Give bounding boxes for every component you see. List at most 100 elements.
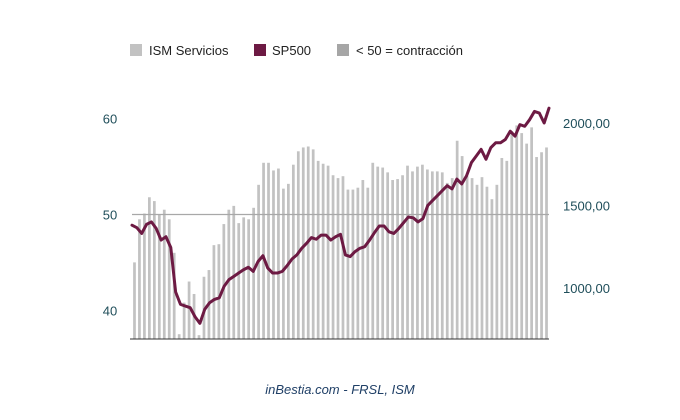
ism-bar [376, 166, 380, 339]
ism-bar [143, 213, 146, 339]
ism-bar [545, 147, 548, 339]
ism-bar [346, 189, 350, 339]
ism-bar [177, 334, 181, 339]
ism-bar [217, 244, 221, 339]
ism-bar [232, 205, 236, 339]
ism-bar [197, 335, 201, 339]
ism-bar [530, 127, 533, 339]
ism-bar [341, 176, 345, 339]
ism-bar [406, 165, 409, 339]
ism-bar [152, 201, 156, 339]
ism-bar [401, 175, 404, 339]
ism-bar [182, 302, 186, 339]
ism-bar [237, 223, 241, 339]
ism-bar [222, 224, 226, 339]
ism-bar [495, 184, 499, 339]
legend: ISM Servicios SP500 < 50 = contracción [130, 43, 463, 58]
ism-bar [455, 140, 459, 339]
ism-bar [525, 143, 529, 339]
ism-bar [321, 163, 325, 339]
ism-bar [416, 166, 419, 339]
ism-bar [535, 157, 538, 339]
source-caption: inBestia.com - FRSL, ISM [265, 382, 415, 397]
ism-bar [450, 178, 454, 339]
ism-bar [162, 209, 166, 339]
ism-bar [272, 170, 275, 339]
ism-bar [480, 177, 484, 339]
ism-bar [485, 186, 489, 339]
ism-bar [148, 197, 151, 339]
ism-bar [440, 172, 444, 339]
left-tick-label: 60 [103, 112, 117, 127]
ism-bar [277, 168, 280, 339]
left-tick-label: 40 [103, 303, 117, 318]
ism-bar [242, 217, 246, 339]
ism-bar [515, 125, 519, 340]
ism-bar [138, 219, 141, 339]
ism-bar [445, 182, 449, 339]
ism-bar [505, 160, 509, 339]
ism-bar [500, 158, 504, 339]
left-axis: 40 50 60 [103, 112, 117, 319]
legend-item-contraction: < 50 = contracción [337, 43, 463, 58]
ism-bar [252, 207, 255, 339]
ism-bar [291, 164, 295, 339]
ism-bar [366, 187, 370, 339]
ism-bar [540, 152, 543, 339]
legend-label-contraction: < 50 = contracción [356, 43, 463, 58]
ism-bar [212, 245, 216, 339]
ism-bar [172, 252, 176, 339]
ism-bar [421, 164, 424, 339]
right-tick-label: 1500,00 [563, 198, 610, 213]
ism-bar [356, 187, 360, 339]
ism-bar [435, 171, 439, 339]
ism-bar [465, 176, 469, 339]
ism-bar [311, 149, 315, 339]
ism-bar [133, 262, 136, 339]
ism-bar [391, 180, 394, 339]
right-axis: 1000,00 1500,00 2000,00 [563, 116, 610, 296]
ism-bar [386, 172, 390, 339]
ism-bar [301, 147, 305, 339]
legend-label-ism: ISM Servicios [149, 43, 229, 58]
ism-bar [520, 133, 524, 339]
sp500-line [130, 106, 551, 325]
ism-bar [381, 167, 385, 339]
ism-bar [460, 156, 464, 339]
ism-bar [361, 180, 365, 339]
legend-item-ism: ISM Servicios [130, 43, 229, 58]
ism-bar [351, 189, 355, 339]
ism-bar [336, 178, 340, 339]
ism-bar [157, 214, 161, 339]
legend-item-sp500: SP500 [254, 43, 311, 58]
ism-bar [331, 175, 335, 339]
ism-bar [426, 169, 429, 339]
right-tick-label: 2000,00 [563, 116, 610, 131]
ism-bar [510, 131, 514, 339]
legend-swatch-ism [130, 44, 142, 56]
ism-bar [247, 219, 251, 339]
ism-bar [296, 151, 300, 339]
ism-bar [167, 219, 171, 339]
ism-bar [411, 171, 414, 339]
ism-bar [187, 281, 191, 339]
right-tick-label: 1000,00 [563, 281, 610, 296]
ism-bar [227, 209, 231, 339]
ism-bar [430, 171, 434, 339]
ism-bar [396, 179, 399, 339]
ism-bar [287, 183, 290, 339]
ism-bar [475, 184, 479, 339]
ism-bar [326, 165, 330, 339]
ism-bar [490, 199, 494, 339]
ism-bar [371, 162, 375, 339]
legend-swatch-contraction [337, 44, 349, 56]
left-tick-label: 50 [103, 208, 117, 223]
ism-bar [262, 162, 265, 339]
ism-bar [267, 162, 270, 339]
legend-label-sp500: SP500 [272, 43, 311, 58]
ism-bar [470, 178, 474, 339]
ism-bar [282, 188, 285, 339]
ism-bar [316, 160, 320, 339]
legend-swatch-sp500 [254, 44, 266, 56]
